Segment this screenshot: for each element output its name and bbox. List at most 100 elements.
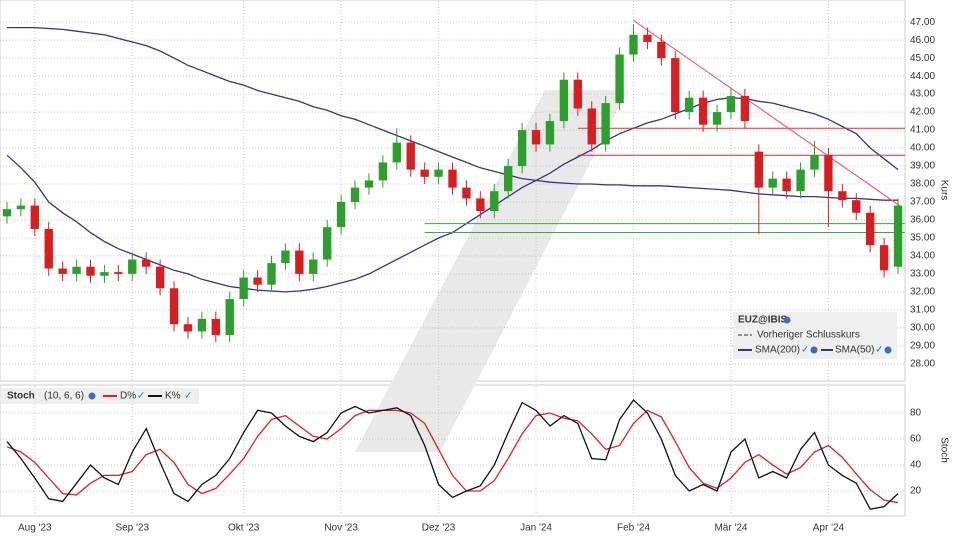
y-tick-label: 46.00	[910, 35, 935, 46]
candle-body	[44, 228, 53, 269]
candle-body	[253, 277, 262, 285]
check[interactable]: ✓	[137, 391, 145, 402]
y-tick-label: 28.00	[910, 358, 935, 369]
legend-label: SMA(50)	[835, 345, 874, 356]
x-tick-label: Jan '24	[520, 523, 552, 534]
candle-body	[476, 198, 485, 211]
symbol: EUZ@IBIS	[738, 315, 788, 326]
check[interactable]: ✓	[801, 345, 809, 356]
legend-label: K%	[165, 391, 181, 402]
candle-body	[671, 58, 680, 113]
y-tick-label: 45.00	[910, 53, 935, 64]
y-tick-label: 44.00	[910, 71, 935, 82]
y-tick-label: 37.00	[910, 197, 935, 208]
candle-body	[100, 272, 109, 276]
candle-body	[323, 227, 332, 260]
legend-label: SMA(200)	[755, 345, 800, 356]
candle-body	[2, 209, 12, 217]
candle-body	[448, 169, 457, 188]
candle-body	[211, 318, 220, 336]
icon[interactable]	[810, 346, 818, 354]
candle-body	[893, 205, 903, 267]
candle-body	[601, 103, 610, 145]
candle-body	[16, 205, 26, 210]
y-axis-label: Kurs	[938, 180, 949, 201]
candle-body	[796, 169, 805, 192]
watermark	[355, 90, 628, 452]
y-tick-label: 29.00	[910, 340, 935, 351]
x-tick-label: Feb '24	[617, 523, 650, 534]
y-tick-label: 41.00	[910, 125, 935, 136]
candle-body	[712, 112, 722, 125]
candle-body	[155, 266, 165, 289]
check[interactable]: ✓	[875, 345, 883, 356]
y-tick-label: 47.00	[910, 17, 935, 28]
y-tick-label: 32.00	[910, 287, 935, 298]
candle-body	[225, 299, 234, 336]
y-tick-label: 20	[910, 486, 922, 497]
candle-body	[267, 263, 276, 285]
candle-body	[295, 250, 304, 274]
candle-body	[183, 324, 193, 332]
candle-body	[281, 250, 290, 264]
x-tick-label: Mär '24	[714, 523, 747, 534]
y-tick-label: 38.00	[910, 179, 935, 190]
candle-body	[490, 191, 499, 211]
candle-body	[517, 130, 527, 167]
candle-body	[30, 205, 39, 229]
candle-body	[142, 259, 151, 267]
y-tick-label: 39.00	[910, 161, 935, 172]
candle-body	[643, 34, 652, 42]
y-tick-label: 43.00	[910, 89, 935, 100]
candle-body	[768, 178, 777, 188]
candle-body	[782, 178, 791, 192]
y-tick-label: 36.00	[910, 215, 935, 226]
x-tick-label: Dez '23	[422, 523, 456, 534]
candle-body	[879, 245, 889, 271]
candle-body	[824, 155, 833, 192]
x-tick-label: Aug '23	[18, 523, 52, 534]
indicator-name: Stoch	[7, 391, 35, 402]
candle-body	[629, 34, 638, 55]
series-line	[6, 399, 899, 510]
candle-body	[72, 266, 81, 274]
candle-body	[114, 272, 123, 274]
check[interactable]: ✓	[184, 391, 192, 402]
candle-body	[350, 187, 360, 202]
stoch-legend-box	[1, 388, 199, 404]
y-tick-label: 40.00	[910, 143, 935, 154]
x-tick-label: Apr '24	[813, 523, 845, 534]
candle-body	[504, 166, 513, 192]
candle-body	[309, 259, 318, 274]
legend-label: Vorheriger Schlusskurs	[757, 330, 860, 341]
candle-body	[754, 151, 763, 188]
candle-body	[169, 288, 179, 325]
candle-body	[86, 266, 95, 276]
candle-body	[685, 97, 694, 113]
icon[interactable]	[884, 346, 892, 354]
candle-body	[128, 259, 137, 274]
y-axis-label: Stoch	[938, 437, 949, 463]
candle-body	[740, 95, 750, 122]
candle-body	[378, 162, 388, 181]
y-tick-label: 33.00	[910, 269, 935, 280]
candle-body	[852, 200, 861, 213]
candle-body	[866, 212, 875, 246]
y-tick-label: 31.00	[910, 305, 935, 316]
candle-body	[657, 41, 666, 59]
candle-body	[462, 187, 471, 199]
candle-body	[392, 142, 401, 163]
candle-body	[531, 130, 541, 145]
candle-body	[587, 108, 596, 145]
y-tick-label: 42.00	[910, 107, 935, 118]
x-tick-label: Sep '23	[115, 523, 149, 534]
candle-body	[545, 121, 555, 145]
candle-body	[239, 277, 248, 300]
trend-line	[633, 19, 903, 208]
candle-body	[197, 318, 207, 332]
candle-body	[58, 268, 67, 274]
candle-body	[615, 54, 624, 104]
candle-body	[434, 169, 443, 177]
candle-body	[336, 201, 346, 228]
